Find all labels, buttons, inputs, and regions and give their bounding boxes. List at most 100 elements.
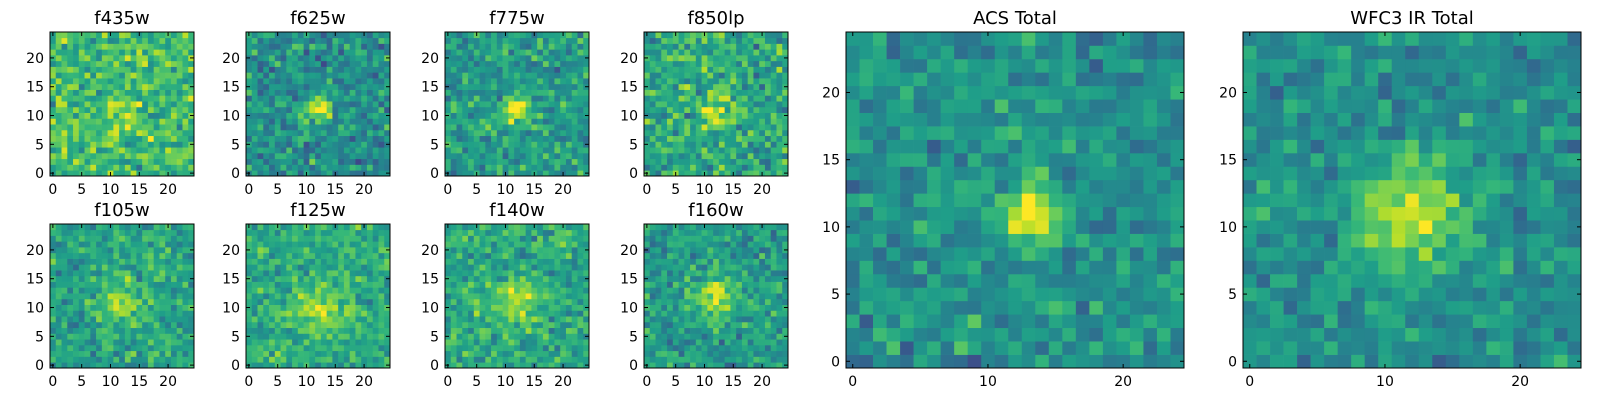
- pixel: [672, 83, 679, 90]
- pixel: [303, 72, 310, 79]
- pixel: [502, 304, 509, 311]
- pixel: [320, 55, 327, 62]
- pixel: [153, 281, 160, 288]
- pixel: [525, 101, 532, 108]
- pixel: [246, 164, 253, 171]
- pixel: [571, 235, 578, 242]
- pixel: [246, 287, 253, 294]
- pixel: [297, 304, 304, 311]
- pixel: [776, 350, 783, 357]
- pixel: [153, 241, 160, 248]
- pixel: [159, 83, 166, 90]
- pixel: [182, 147, 189, 154]
- pixel: [90, 310, 97, 317]
- pixel: [519, 350, 526, 357]
- pixel: [690, 321, 697, 329]
- pixel: [326, 83, 333, 90]
- pixel: [366, 66, 374, 73]
- pixel: [741, 287, 749, 294]
- pixel: [537, 270, 544, 277]
- pixel: [73, 304, 80, 311]
- pixel: [84, 83, 91, 90]
- pixel: [672, 72, 679, 79]
- pixel: [130, 287, 137, 294]
- pixel: [456, 327, 463, 334]
- pixel: [320, 147, 327, 154]
- x-tick-label: 20: [753, 182, 771, 198]
- pixel: [384, 135, 391, 142]
- pixel: [730, 327, 737, 334]
- pixel: [136, 270, 143, 277]
- pixel: [502, 106, 509, 113]
- pixel: [718, 152, 725, 160]
- pixel: [182, 101, 189, 108]
- pixel: [159, 344, 166, 352]
- pixel: [508, 293, 515, 300]
- pixel: [548, 235, 555, 242]
- pixel: [730, 129, 737, 137]
- pixel: [251, 43, 258, 50]
- pixel: [508, 241, 515, 248]
- pixel: [355, 229, 362, 236]
- pixel: [525, 129, 532, 137]
- pixel: [286, 78, 293, 85]
- pixel: [473, 164, 480, 171]
- pixel: [349, 78, 356, 85]
- pixel: [695, 89, 702, 96]
- pixel: [84, 258, 91, 265]
- pixel: [119, 356, 126, 363]
- pixel: [695, 66, 702, 73]
- x-tick-label: 20: [355, 374, 373, 390]
- pixel: [485, 60, 492, 67]
- x-tick-label: 10: [497, 374, 515, 390]
- pixel: [269, 37, 276, 44]
- pixel: [701, 72, 708, 79]
- pixel: [519, 101, 526, 108]
- pixel: [741, 333, 749, 340]
- pixel: [759, 293, 766, 300]
- pixel: [90, 135, 97, 142]
- pixel: [684, 43, 691, 50]
- pixel: [730, 106, 737, 113]
- pixel: [332, 241, 339, 248]
- pixel: [50, 287, 57, 294]
- pixel: [479, 264, 486, 271]
- pixel: [280, 118, 287, 125]
- pixel: [661, 321, 668, 329]
- pixel: [119, 321, 126, 329]
- pixel: [485, 333, 492, 340]
- pixel: [577, 310, 584, 317]
- pixel: [176, 66, 183, 73]
- pixel: [695, 135, 702, 142]
- pixel: [661, 101, 668, 108]
- pixel: [153, 60, 160, 67]
- pixel: [101, 293, 108, 300]
- pixel: [274, 135, 281, 142]
- pixel: [315, 158, 322, 165]
- pixel: [269, 95, 276, 102]
- pixel: [384, 229, 391, 236]
- pixel: [332, 158, 339, 165]
- pixel: [274, 258, 281, 265]
- pixel: [269, 339, 276, 346]
- pixel: [176, 49, 183, 56]
- pixel: [718, 333, 725, 340]
- pixel: [286, 49, 293, 56]
- pixel: [326, 327, 333, 334]
- pixel: [707, 304, 714, 311]
- pixel: [724, 304, 731, 311]
- pixel: [55, 37, 62, 44]
- pixel: [741, 293, 749, 300]
- pixel: [776, 316, 783, 323]
- pixel: [320, 43, 327, 50]
- y-tick-label: 20: [26, 243, 44, 259]
- pixel: [101, 235, 108, 242]
- pixel: [491, 55, 498, 62]
- pixel: [366, 241, 374, 248]
- pixel: [462, 89, 469, 96]
- pixel: [462, 362, 469, 369]
- pixel: [61, 298, 68, 305]
- pixel: [297, 229, 304, 236]
- pixel: [445, 321, 452, 329]
- pixel: [170, 304, 178, 311]
